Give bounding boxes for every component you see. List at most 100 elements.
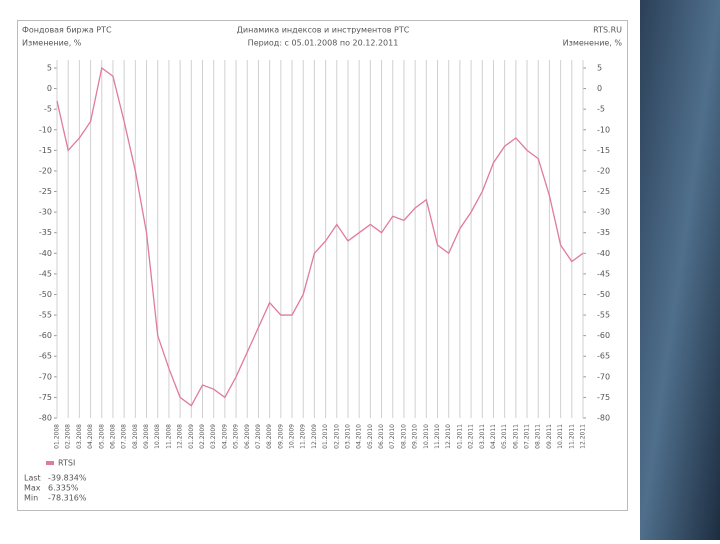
y-tick-label: -80 (39, 414, 52, 423)
x-tick-label: 03.2009 (210, 424, 217, 449)
y-tick-label: -30 (39, 208, 52, 217)
x-tick-label: 08.2008 (132, 424, 139, 449)
x-tick-label: 09.2011 (546, 424, 553, 449)
x-tick-label: 05.2008 (98, 424, 105, 449)
y2-axis-label: Изменение, % (563, 39, 623, 48)
y2-tick-label: -45 (597, 269, 610, 278)
x-tick-label: 04.2009 (221, 424, 228, 449)
chart-subtitle: Период: с 05.01.2008 по 20.12.2011 (248, 39, 399, 48)
x-tick-label: 11.2009 (300, 424, 307, 449)
y-tick-label: -60 (39, 331, 52, 340)
x-tick-label: 07.2011 (524, 424, 531, 449)
y2-tick-label: -75 (597, 393, 610, 402)
x-tick-label: 09.2010 (412, 424, 419, 449)
y2-tick-label: -70 (597, 372, 610, 381)
x-tick-label: 07.2008 (121, 424, 128, 449)
stat-value: -39.834% (48, 474, 87, 483)
y-tick-label: -10 (39, 125, 52, 134)
y-tick-label: -5 (44, 105, 52, 114)
stat-label: Min (24, 494, 38, 503)
x-tick-label: 12.2010 (445, 424, 452, 449)
stat-label: Last (24, 474, 41, 483)
x-tick-label: 06.2009 (244, 424, 251, 449)
x-tick-label: 09.2009 (277, 424, 284, 449)
y2-tick-label: -80 (597, 414, 610, 423)
source: Фондовая биржа РТС (22, 26, 112, 35)
x-tick-label: 05.2011 (501, 424, 508, 449)
y2-tick-label: -30 (597, 208, 610, 217)
x-tick-label: 01.2009 (188, 424, 195, 449)
x-tick-label: 10.2008 (154, 424, 161, 449)
x-tick-label: 12.2008 (177, 424, 184, 449)
y2-tick-label: -60 (597, 331, 610, 340)
y-tick-label: 5 (47, 64, 52, 73)
x-tick-label: 02.2010 (333, 424, 340, 449)
x-tick-label: 07.2009 (255, 424, 262, 449)
side-band (640, 0, 720, 540)
y2-tick-label: -5 (597, 105, 605, 114)
x-tick-label: 04.2010 (356, 424, 363, 449)
x-tick-label: 10.2009 (289, 424, 296, 449)
x-tick-label: 01.2011 (456, 424, 463, 449)
x-tick-label: 08.2010 (400, 424, 407, 449)
stat-value: 6.335% (48, 484, 79, 493)
x-tick-label: 03.2008 (76, 424, 83, 449)
y-tick-label: -50 (39, 290, 52, 299)
y2-tick-label: 5 (597, 64, 602, 73)
y2-tick-label: -10 (597, 125, 610, 134)
chart-title: Динамика индексов и инструментов РТС (237, 26, 410, 35)
y-tick-label: -25 (39, 187, 52, 196)
y2-tick-label: -55 (597, 311, 610, 320)
x-tick-label: 11.2011 (568, 424, 575, 449)
x-tick-label: 03.2010 (344, 424, 351, 449)
x-tick-label: 06.2011 (512, 424, 519, 449)
y-axis-label: Изменение, % (22, 39, 82, 48)
y2-tick-label: -65 (597, 352, 610, 361)
y-tick-label: -65 (39, 352, 52, 361)
y2-tick-label: -15 (597, 146, 610, 155)
x-tick-label: 08.2009 (266, 424, 273, 449)
x-tick-label: 12.2011 (580, 424, 587, 449)
y-tick-label: -70 (39, 372, 52, 381)
x-tick-label: 10.2011 (557, 424, 564, 449)
y-tick-label: -20 (39, 166, 52, 175)
y-tick-label: -40 (39, 249, 52, 258)
y-tick-label: -75 (39, 393, 52, 402)
x-tick-label: 06.2008 (109, 424, 116, 449)
x-tick-label: 05.2010 (367, 424, 374, 449)
x-tick-label: 07.2010 (389, 424, 396, 449)
y-tick-label: 0 (47, 84, 52, 93)
x-tick-label: 11.2008 (165, 424, 172, 449)
y2-tick-label: -50 (597, 290, 610, 299)
x-tick-label: 01.2010 (322, 424, 329, 449)
y2-tick-label: 0 (597, 84, 602, 93)
y-tick-label: -45 (39, 269, 52, 278)
x-tick-label: 02.2011 (468, 424, 475, 449)
x-tick-label: 06.2010 (378, 424, 385, 449)
series-line (56, 66, 584, 407)
x-tick-label: 09.2008 (143, 424, 150, 449)
y2-tick-label: -25 (597, 187, 610, 196)
x-tick-label: 04.2011 (490, 424, 497, 449)
y2-tick-label: -35 (597, 228, 610, 237)
y2-tick-label: -40 (597, 249, 610, 258)
y-tick-label: -55 (39, 311, 52, 320)
y-tick-label: -35 (39, 228, 52, 237)
y-tick-label: -15 (39, 146, 52, 155)
stat-label: Max (24, 484, 41, 493)
x-tick-label: 04.2008 (87, 424, 94, 449)
stat-value: -78.316% (48, 494, 87, 503)
x-tick-label: 01.2008 (54, 424, 61, 449)
x-tick-label: 02.2009 (199, 424, 206, 449)
y2-tick-label: -20 (597, 166, 610, 175)
site: RTS.RU (593, 26, 622, 35)
x-tick-label: 05.2009 (233, 424, 240, 449)
x-tick-label: 03.2011 (479, 424, 486, 449)
x-tick-label: 10.2010 (423, 424, 430, 449)
legend-swatch (46, 461, 54, 465)
x-tick-label: 11.2010 (434, 424, 441, 449)
x-tick-label: 02.2008 (65, 424, 72, 449)
x-tick-label: 12.2009 (311, 424, 318, 449)
x-tick-label: 08.2011 (535, 424, 542, 449)
